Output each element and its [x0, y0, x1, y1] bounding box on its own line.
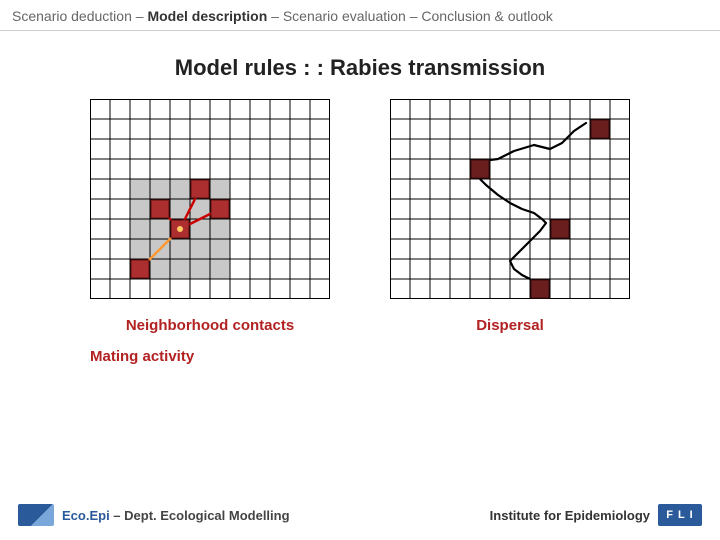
- neighborhood-grid: [90, 99, 330, 299]
- dispersal-grid: [390, 99, 630, 299]
- dispersal-svg: [390, 99, 630, 299]
- footer-left: Eco.Epi – Dept. Ecological Modelling: [18, 504, 290, 526]
- page-title: Model rules : : Rabies transmission: [0, 55, 720, 81]
- right-grid-wrap: Dispersal: [390, 99, 630, 334]
- neighborhood-svg: [90, 99, 330, 299]
- breadcrumb-s4: Conclusion & outlook: [421, 8, 553, 24]
- helmholtz-icon: [18, 504, 54, 526]
- left-caption-2: Mating activity: [90, 348, 720, 365]
- right-caption: Dispersal: [476, 317, 544, 334]
- grids-row: Neighborhood contacts Dispersal: [0, 99, 720, 334]
- footer-right: Institute for Epidemiology F L I: [490, 504, 702, 526]
- breadcrumb-s1: Scenario deduction: [12, 8, 132, 24]
- footer: Eco.Epi – Dept. Ecological Modelling Ins…: [0, 504, 720, 526]
- fli-icon: F L I: [658, 504, 702, 526]
- breadcrumb: Scenario deduction – Model description –…: [0, 0, 720, 31]
- left-caption: Neighborhood contacts: [126, 317, 294, 334]
- breadcrumb-s2-active: Model description: [147, 8, 267, 24]
- breadcrumb-s3: Scenario evaluation: [283, 8, 406, 24]
- left-grid-wrap: Neighborhood contacts: [90, 99, 330, 334]
- footer-right-text: Institute for Epidemiology: [490, 508, 650, 523]
- footer-left-text: Eco.Epi – Dept. Ecological Modelling: [62, 508, 290, 523]
